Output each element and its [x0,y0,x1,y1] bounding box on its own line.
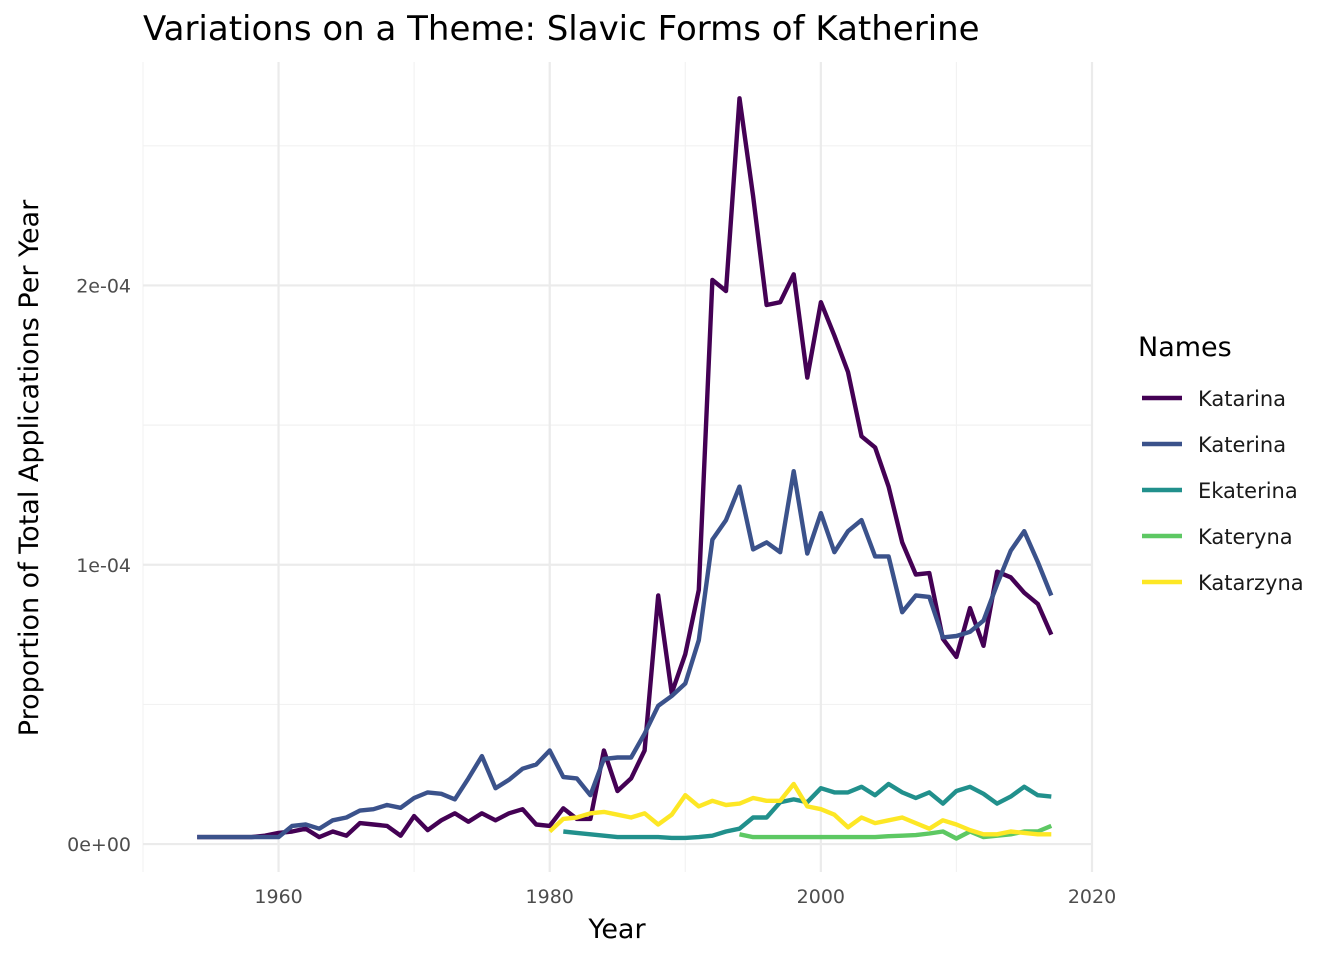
series-line-katarzyna [548,781,1052,837]
y-tick-label: 2e-04 [76,275,131,297]
y-axis-title: Proportion of Total Applications Per Yea… [14,199,45,736]
x-tick-label: 1960 [254,886,302,908]
y-tick-label: 0e+00 [67,834,131,856]
legend-title: Names [1138,332,1232,363]
chart-title: Variations on a Theme: Slavic Forms of K… [143,9,980,49]
x-tick-label: 2000 [797,886,845,908]
x-axis-title: Year [587,914,646,945]
legend-label-katarzyna: Katarzyna [1198,571,1304,595]
legend: Names Katarina Katerina Ekaterina Kateryna K… [1138,332,1304,595]
major-gridlines [143,62,1094,872]
x-axis-tick-labels: 1960 1980 2000 2020 [254,886,1116,908]
series-line-ekaterina [563,781,1052,841]
series-lines [197,96,1054,841]
legend-label-katarina: Katarina [1198,387,1286,411]
y-tick-label: 1e-04 [76,555,131,577]
minor-gridlines [142,62,1092,872]
x-tick-label: 1980 [526,886,574,908]
series-line-katerina [197,469,1054,840]
x-tick-label: 2020 [1068,886,1116,908]
legend-label-katerina: Katerina [1198,433,1286,457]
series-line-katarina [197,96,1054,840]
legend-label-ekaterina: Ekaterina [1198,479,1298,503]
y-axis-tick-labels: 0e+00 1e-04 2e-04 [67,275,131,856]
legend-label-kateryna: Kateryna [1198,525,1293,549]
